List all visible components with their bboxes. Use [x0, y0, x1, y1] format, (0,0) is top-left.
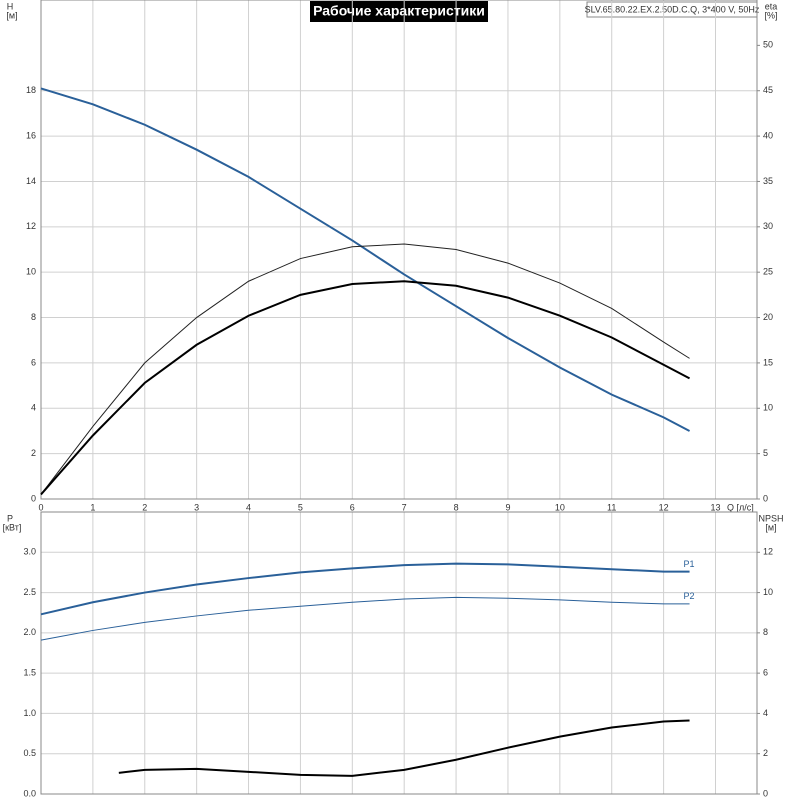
series-label: P2 — [684, 591, 695, 601]
y-tick-label: 12 — [26, 221, 36, 231]
y-tick-label: 3.0 — [23, 547, 36, 557]
y2-tick-label: 12 — [763, 547, 773, 557]
series-line — [40, 596, 690, 641]
series-line — [40, 280, 691, 496]
plot-frame — [40, 511, 758, 795]
y2-tick-label: 2 — [763, 748, 768, 758]
y2-tick-label: 8 — [763, 627, 768, 637]
x-axis-label: Q [л/с] — [727, 502, 754, 512]
y2-tick-label: 6 — [763, 668, 768, 678]
y2-tick-label: 5 — [763, 448, 768, 458]
x-tick-label: 6 — [350, 502, 355, 512]
y2-tick-label: 15 — [763, 357, 773, 367]
y2-tick-label: 40 — [763, 130, 773, 140]
y-tick-label: 1.0 — [23, 708, 36, 718]
series-line — [40, 87, 691, 432]
y2-tick-label: 45 — [763, 85, 773, 95]
x-tick-label: 8 — [454, 502, 459, 512]
chart-subtitle: SLV.65.80.22.EX.2.50D.C.Q, 3*400 V, 50Hz — [585, 4, 760, 14]
y-axis-label: P — [7, 513, 13, 523]
y-tick-label: 8 — [31, 312, 36, 322]
y2-tick-label: 10 — [763, 403, 773, 413]
y-tick-label: 0.0 — [23, 788, 36, 798]
y-tick-label: 10 — [26, 267, 36, 277]
x-tick-label: 9 — [505, 502, 510, 512]
y-axis-label: H — [7, 1, 14, 11]
y2-tick-label: 4 — [763, 708, 768, 718]
y2-tick-label: 20 — [763, 312, 773, 322]
series-line — [118, 719, 690, 777]
series-label: P1 — [684, 559, 695, 569]
y2-axis-label: NPSH — [758, 513, 783, 523]
x-tick-label: 3 — [194, 502, 199, 512]
y-tick-label: 2.5 — [23, 587, 36, 597]
x-tick-label: 2 — [142, 502, 147, 512]
x-tick-label: 12 — [659, 502, 669, 512]
title-box — [310, 1, 488, 22]
y-axis-unit: [м] — [6, 10, 17, 20]
y2-tick-label: 10 — [763, 587, 773, 597]
x-tick-label: 7 — [402, 502, 407, 512]
y2-axis-unit: [м] — [765, 522, 776, 532]
y-tick-label: 16 — [26, 130, 36, 140]
series-line — [40, 562, 690, 616]
y-tick-label: 2.0 — [23, 627, 36, 637]
y-tick-label: 4 — [31, 403, 36, 413]
x-tick-label: 5 — [298, 502, 303, 512]
y-tick-label: 6 — [31, 357, 36, 367]
y2-tick-label: 25 — [763, 267, 773, 277]
y-tick-label: 18 — [26, 85, 36, 95]
x-tick-label: 13 — [710, 502, 720, 512]
x-tick-label: 0 — [38, 502, 43, 512]
y2-tick-label: 35 — [763, 176, 773, 186]
x-tick-label: 4 — [246, 502, 251, 512]
y2-tick-label: 0 — [763, 493, 768, 503]
y-tick-label: 0 — [31, 493, 36, 503]
y-axis-unit: [кВт] — [3, 522, 22, 532]
x-tick-label: 10 — [555, 502, 565, 512]
y2-axis-label: eta — [765, 1, 778, 11]
y2-tick-label: 0 — [763, 788, 768, 798]
series-line — [40, 243, 690, 495]
y-tick-label: 1.5 — [23, 668, 36, 678]
x-tick-label: 1 — [90, 502, 95, 512]
y2-tick-label: 50 — [763, 40, 773, 50]
y-tick-label: 0.5 — [23, 748, 36, 758]
y-tick-label: 2 — [31, 448, 36, 458]
chart-title: Рабочие характеристики — [313, 3, 485, 19]
y2-axis-unit: [%] — [764, 10, 777, 20]
plot-frame — [40, 0, 758, 500]
x-tick-label: 11 — [607, 502, 616, 512]
y-tick-label: 14 — [26, 176, 36, 186]
y2-tick-label: 30 — [763, 221, 773, 231]
